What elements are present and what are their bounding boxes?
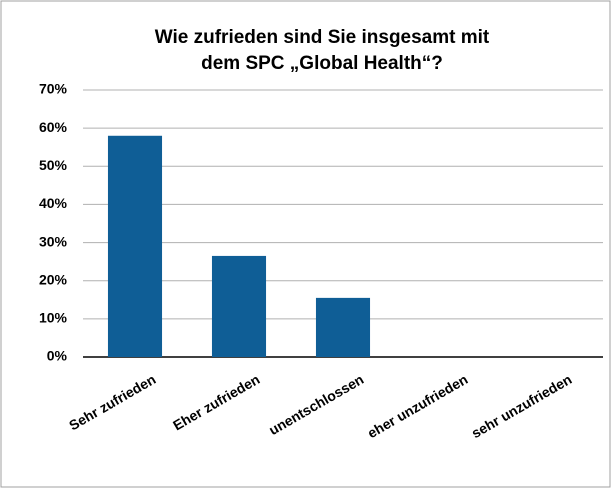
y-tick-label: 70% (39, 81, 68, 97)
y-tick-label: 10% (39, 310, 68, 326)
y-tick-label: 0% (47, 348, 68, 364)
chart-title: Wie zufrieden sind Sie insgesamt mit (155, 27, 490, 48)
bar (107, 135, 163, 357)
y-tick-label: 20% (39, 271, 68, 287)
y-tick-label: 60% (39, 119, 68, 135)
y-tick-label: 50% (39, 157, 68, 173)
chart-title: dem SPC „Global Health“? (201, 53, 443, 74)
bar (315, 297, 371, 357)
y-tick-label: 40% (39, 195, 68, 211)
bar (211, 255, 267, 357)
y-tick-label: 30% (39, 233, 68, 249)
